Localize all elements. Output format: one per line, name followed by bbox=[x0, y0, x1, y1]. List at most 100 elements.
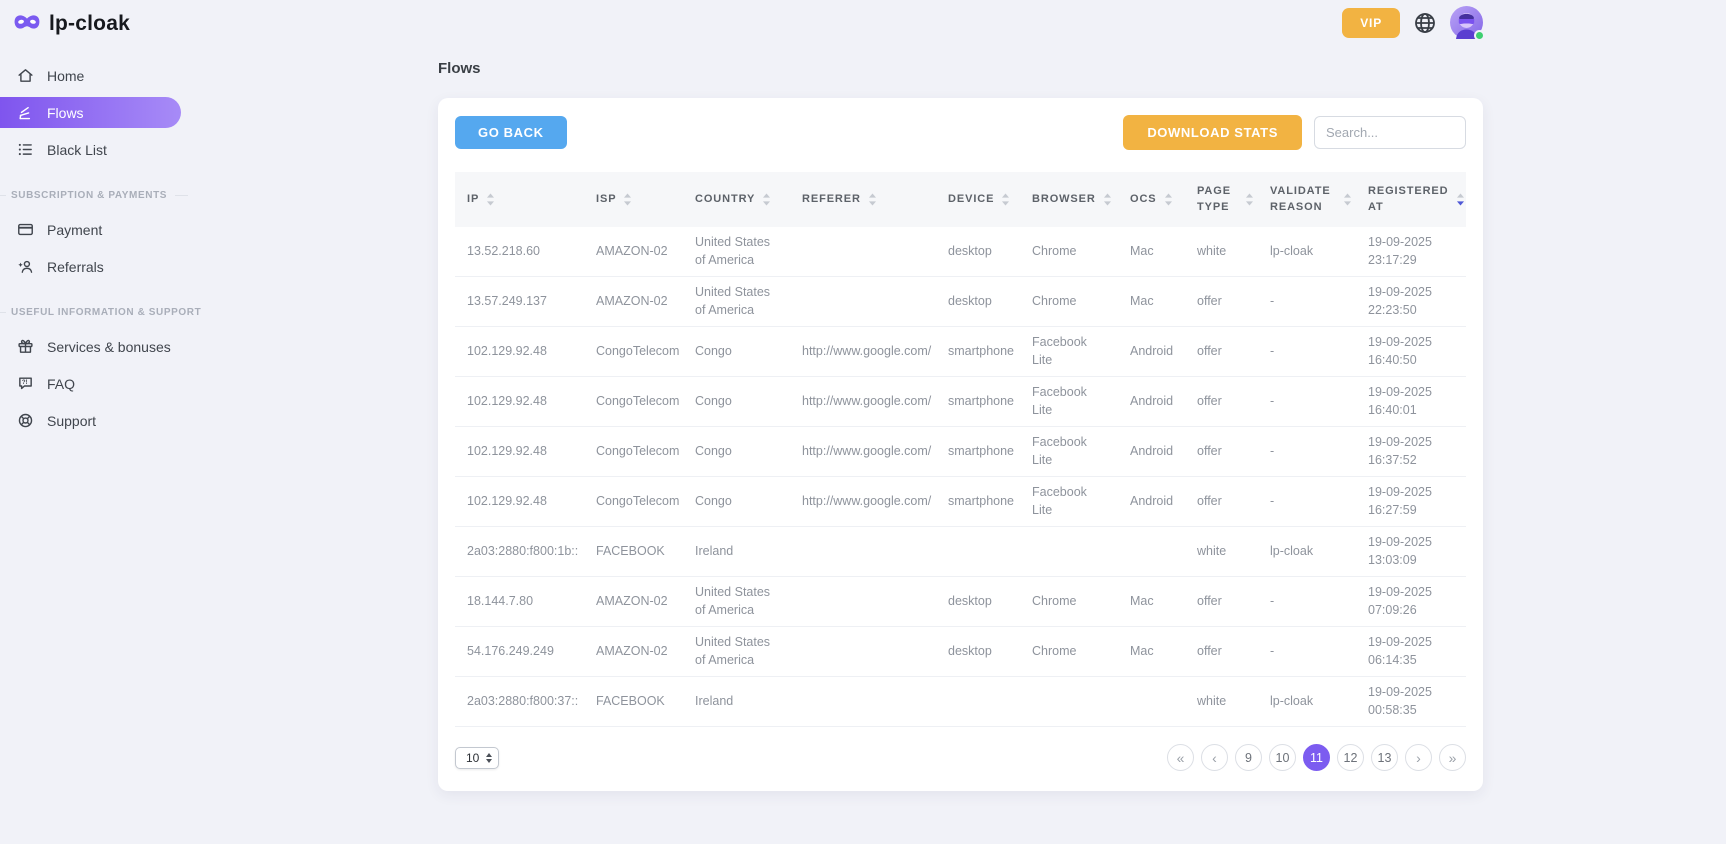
stepper-arrows-icon bbox=[486, 752, 493, 763]
sidebar-item-flows[interactable]: Flows bbox=[0, 97, 181, 128]
cell-validate-reason: - bbox=[1258, 376, 1356, 427]
cell-ocs: Android bbox=[1118, 476, 1185, 527]
cell-country: United States of America bbox=[683, 576, 790, 627]
last-page-button[interactable]: » bbox=[1439, 744, 1466, 771]
page-size-select[interactable]: 10 bbox=[455, 746, 500, 769]
cell-country: Congo bbox=[683, 326, 790, 377]
cell-ip: 102.129.92.48 bbox=[455, 326, 584, 377]
sort-icon bbox=[1164, 193, 1172, 206]
go-back-button[interactable]: GO BACK bbox=[455, 116, 567, 149]
sidebar-item-faq[interactable]: ?! FAQ bbox=[0, 368, 200, 399]
page-13-button[interactable]: 13 bbox=[1371, 744, 1398, 771]
sort-icon bbox=[487, 193, 495, 206]
cell-device bbox=[936, 526, 1020, 577]
column-header-browser[interactable]: BROWSER bbox=[1020, 172, 1118, 227]
cell-page-type: offer bbox=[1185, 626, 1258, 677]
page-12-button[interactable]: 12 bbox=[1337, 744, 1364, 771]
cell-page-type: offer bbox=[1185, 426, 1258, 477]
cell-registered-at: 19-09-2025 16:37:52 bbox=[1356, 426, 1466, 477]
globe-icon[interactable] bbox=[1413, 11, 1437, 35]
sidebar-item-label: Black List bbox=[47, 141, 107, 158]
cell-referer bbox=[790, 626, 936, 677]
column-header-isp[interactable]: ISP bbox=[584, 172, 683, 227]
sidebar-item-support[interactable]: Support bbox=[0, 405, 200, 436]
cell-isp: CongoTelecom bbox=[584, 376, 683, 427]
table-row: 102.129.92.48 CongoTelecom Congo http://www… bbox=[455, 376, 1466, 427]
cell-registered-at: 19-09-2025 07:09:26 bbox=[1356, 576, 1466, 627]
search-input[interactable] bbox=[1314, 116, 1466, 149]
cell-validate-reason: - bbox=[1258, 626, 1356, 677]
faq-icon: ?! bbox=[19, 377, 32, 390]
vip-button[interactable]: VIP bbox=[1342, 7, 1400, 38]
cell-browser: Chrome bbox=[1020, 576, 1118, 627]
cell-device: desktop bbox=[936, 626, 1020, 677]
payment-icon bbox=[18, 223, 33, 236]
sidebar-item-referrals[interactable]: Referrals bbox=[0, 251, 200, 282]
sort-icon bbox=[1245, 193, 1254, 206]
cell-browser bbox=[1020, 676, 1118, 727]
cell-country: Ireland bbox=[683, 526, 790, 577]
page-9-button[interactable]: 9 bbox=[1235, 744, 1262, 771]
table-row: 102.129.92.48 CongoTelecom Congo http://www… bbox=[455, 426, 1466, 477]
page-11-button[interactable]: 11 bbox=[1303, 744, 1330, 771]
flows-table: IP ISP COUNTRY REFERER DEVICE BROWSER OCS PAGE … bbox=[455, 172, 1466, 727]
cell-registered-at: 19-09-2025 13:03:09 bbox=[1356, 526, 1466, 577]
mask-icon bbox=[14, 14, 40, 29]
sidebar-item-black-list[interactable]: Black List bbox=[0, 134, 200, 165]
cell-country: Congo bbox=[683, 426, 790, 477]
cell-validate-reason: - bbox=[1258, 576, 1356, 627]
cell-ip: 102.129.92.48 bbox=[455, 426, 584, 477]
cell-device bbox=[936, 676, 1020, 727]
cell-ocs: Mac bbox=[1118, 626, 1185, 677]
cell-referer bbox=[790, 526, 936, 577]
first-page-button[interactable]: « bbox=[1167, 744, 1194, 771]
sidebar-item-label: Referrals bbox=[47, 258, 104, 275]
table-row: 18.144.7.80 AMAZON-02 United States of Ame… bbox=[455, 576, 1466, 627]
column-label: REGISTERED AT bbox=[1368, 184, 1449, 213]
sidebar-item-home[interactable]: Home bbox=[0, 60, 200, 91]
cell-validate-reason: lp-cloak bbox=[1258, 676, 1356, 727]
sort-icon bbox=[1002, 193, 1010, 206]
next-page-button[interactable]: › bbox=[1405, 744, 1432, 771]
column-label: VALIDATE REASON bbox=[1270, 184, 1331, 213]
cell-page-type: offer bbox=[1185, 276, 1258, 327]
column-label: OCS bbox=[1130, 192, 1157, 205]
cell-browser bbox=[1020, 526, 1118, 577]
sidebar-item-services-bonuses[interactable]: Services & bonuses bbox=[0, 331, 200, 362]
column-header-country[interactable]: COUNTRY bbox=[683, 172, 790, 227]
brand-logo: lp-cloak bbox=[0, 0, 200, 36]
column-header-page-type[interactable]: PAGE TYPE bbox=[1185, 172, 1258, 227]
table-header: IP ISP COUNTRY REFERER DEVICE BROWSER OCS PAGE … bbox=[455, 172, 1466, 227]
cell-browser: Chrome bbox=[1020, 227, 1118, 277]
column-header-registered-at[interactable]: REGISTERED AT bbox=[1356, 172, 1466, 227]
page-10-button[interactable]: 10 bbox=[1269, 744, 1296, 771]
cell-browser: Facebook Lite bbox=[1020, 376, 1118, 427]
cell-referer bbox=[790, 276, 936, 327]
prev-page-button[interactable]: ‹ bbox=[1201, 744, 1228, 771]
column-header-referer[interactable]: REFERER bbox=[790, 172, 936, 227]
toolbar-right: DOWNLOAD STATS bbox=[1123, 115, 1466, 150]
services-icon bbox=[18, 339, 33, 353]
online-status-dot bbox=[1474, 30, 1485, 41]
column-label: BROWSER bbox=[1032, 192, 1096, 205]
cell-device: smartphone bbox=[936, 476, 1020, 527]
column-label: IP bbox=[467, 192, 480, 205]
cell-isp: AMAZON-02 bbox=[584, 626, 683, 677]
cell-country: Ireland bbox=[683, 676, 790, 727]
cell-ip: 2a03:2880:f800:1b:: bbox=[455, 526, 584, 577]
column-header-ip[interactable]: IP bbox=[455, 172, 584, 227]
cell-ocs: Android bbox=[1118, 376, 1185, 427]
sidebar-item-payment[interactable]: Payment bbox=[0, 214, 200, 245]
download-stats-button[interactable]: DOWNLOAD STATS bbox=[1123, 115, 1302, 150]
cell-browser: Facebook Lite bbox=[1020, 476, 1118, 527]
svg-text:?!: ?! bbox=[22, 380, 28, 386]
avatar[interactable] bbox=[1450, 6, 1485, 41]
cell-ip: 2a03:2880:f800:37:: bbox=[455, 676, 584, 727]
cell-isp: AMAZON-02 bbox=[584, 227, 683, 277]
column-header-ocs[interactable]: OCS bbox=[1118, 172, 1185, 227]
column-header-device[interactable]: DEVICE bbox=[936, 172, 1020, 227]
column-header-validate-reason[interactable]: VALIDATE REASON bbox=[1258, 172, 1356, 227]
cell-referer bbox=[790, 676, 936, 727]
cell-country: United States of America bbox=[683, 276, 790, 327]
cell-ocs bbox=[1118, 526, 1185, 577]
